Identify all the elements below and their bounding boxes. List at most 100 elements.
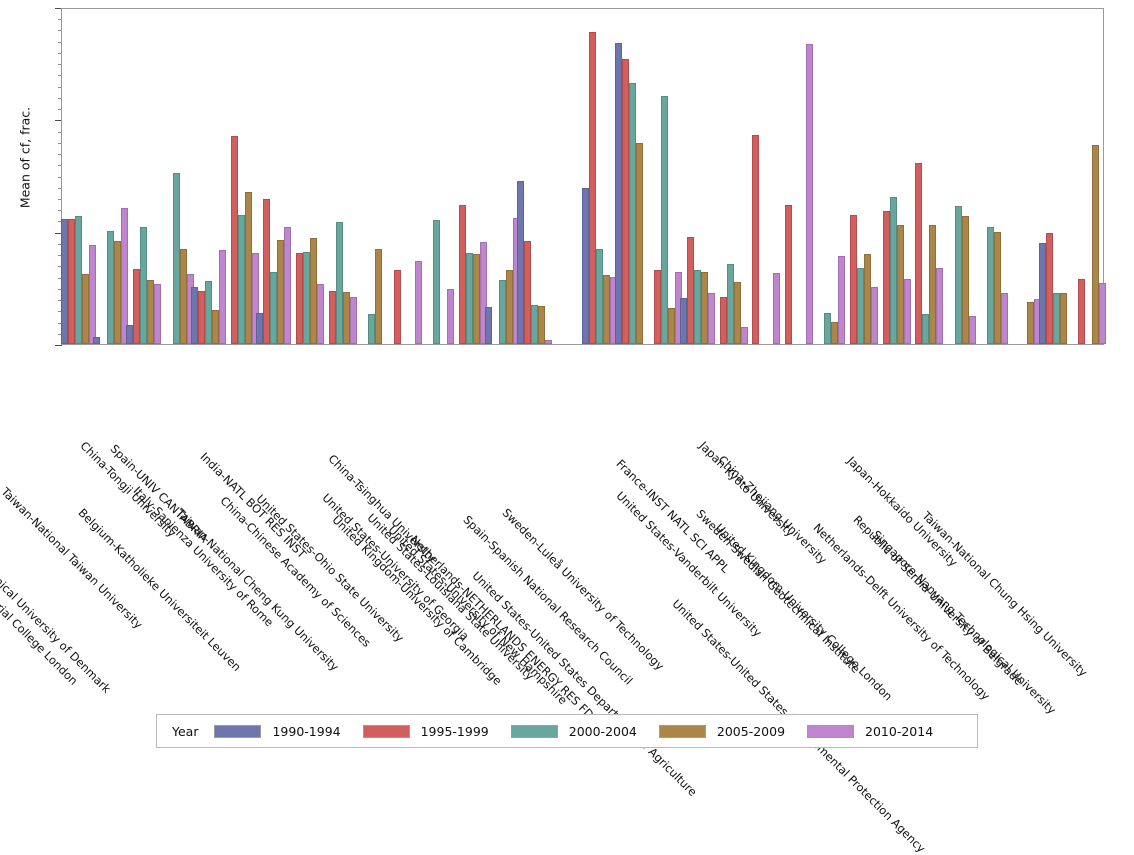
legend-label: 2005-2009 bbox=[716, 723, 786, 739]
bar-group bbox=[60, 7, 96, 344]
bar-group bbox=[191, 7, 227, 344]
bar bbox=[230, 136, 238, 344]
bar bbox=[864, 254, 872, 344]
x-tick-label: United States-United States Department o… bbox=[469, 568, 700, 799]
bar bbox=[838, 256, 846, 344]
bar bbox=[922, 313, 930, 344]
bar bbox=[850, 214, 858, 344]
y-tick-minor bbox=[58, 19, 62, 21]
bar-group bbox=[647, 7, 683, 344]
bar-group bbox=[810, 7, 846, 344]
bar bbox=[414, 260, 422, 344]
bar bbox=[654, 269, 662, 344]
bar-group bbox=[1038, 7, 1074, 344]
bar bbox=[987, 227, 995, 344]
bar bbox=[498, 279, 506, 344]
bar-group bbox=[582, 7, 618, 344]
bar bbox=[191, 286, 199, 344]
bar bbox=[284, 227, 292, 344]
y-tick-minor bbox=[58, 64, 62, 66]
y-tick-minor bbox=[58, 288, 62, 290]
y-tick-minor bbox=[58, 277, 62, 279]
bar-group bbox=[256, 7, 292, 344]
bar bbox=[538, 305, 546, 344]
bar-group bbox=[224, 7, 259, 344]
bar bbox=[328, 291, 336, 344]
legend-swatch bbox=[510, 724, 558, 738]
bar bbox=[936, 267, 944, 344]
bar bbox=[1059, 293, 1067, 344]
bar bbox=[1052, 293, 1060, 344]
bar bbox=[368, 313, 376, 344]
bar-group bbox=[713, 7, 748, 344]
legend-swatch bbox=[658, 724, 706, 738]
bar bbox=[668, 308, 676, 344]
y-tick-minor bbox=[58, 97, 62, 99]
bar-group bbox=[354, 7, 389, 344]
bar bbox=[1001, 293, 1009, 344]
bar bbox=[60, 219, 68, 344]
bar bbox=[256, 312, 264, 344]
legend-item[interactable]: 2005-2009 bbox=[658, 723, 786, 739]
legend-item[interactable]: 2010-2014 bbox=[807, 724, 933, 739]
bar bbox=[309, 238, 317, 344]
bar bbox=[132, 268, 140, 344]
bar bbox=[277, 239, 285, 344]
bar bbox=[687, 237, 695, 344]
y-tick-mark bbox=[55, 345, 62, 346]
bar bbox=[726, 264, 734, 344]
bar bbox=[719, 296, 727, 344]
bar bbox=[752, 135, 760, 344]
bar bbox=[784, 204, 792, 344]
y-axis: Mean of cf, frac. 0.001.002.003.00 bbox=[0, 0, 62, 352]
bar bbox=[505, 269, 513, 344]
bar bbox=[484, 306, 492, 344]
bar bbox=[994, 231, 1002, 344]
bar bbox=[125, 324, 133, 344]
bar-group bbox=[614, 7, 650, 344]
legend-label: 2000-2004 bbox=[568, 723, 637, 739]
legend-item[interactable]: 1990-1994 bbox=[214, 724, 341, 739]
bar bbox=[589, 31, 597, 344]
legend-swatch bbox=[214, 724, 262, 738]
legend-item[interactable]: 1995-1999 bbox=[362, 724, 489, 739]
y-tick-minor bbox=[58, 154, 62, 156]
bar bbox=[153, 284, 161, 344]
bar bbox=[517, 181, 525, 344]
bar bbox=[179, 248, 187, 344]
y-tick-minor bbox=[58, 52, 62, 54]
bar-group bbox=[322, 7, 357, 344]
bar bbox=[596, 248, 604, 344]
y-tick-minor bbox=[58, 322, 62, 324]
bar bbox=[146, 279, 154, 344]
y-tick-minor bbox=[58, 131, 62, 133]
y-tick-minor bbox=[58, 300, 62, 302]
bar bbox=[342, 292, 350, 344]
bar bbox=[1092, 145, 1100, 344]
bar bbox=[603, 275, 611, 344]
legend-item[interactable]: 2000-2004 bbox=[510, 723, 637, 739]
bar-group bbox=[1071, 7, 1107, 344]
bar bbox=[458, 204, 466, 344]
y-tick-minor bbox=[58, 30, 62, 32]
bar bbox=[237, 214, 245, 344]
bar bbox=[961, 215, 969, 344]
bar-group bbox=[745, 7, 781, 344]
bar-group bbox=[517, 7, 553, 344]
bar bbox=[857, 267, 865, 344]
y-tick-minor bbox=[58, 255, 62, 257]
bar-group bbox=[778, 7, 813, 344]
bar bbox=[349, 296, 357, 344]
bar bbox=[335, 221, 343, 344]
bar bbox=[316, 284, 324, 344]
bar bbox=[198, 291, 206, 344]
bar bbox=[896, 224, 904, 344]
y-tick-mark bbox=[55, 232, 62, 234]
bar bbox=[244, 192, 252, 344]
bar bbox=[628, 83, 636, 344]
bar bbox=[680, 297, 688, 344]
bar bbox=[824, 312, 832, 344]
bar bbox=[295, 253, 303, 344]
bar bbox=[1099, 283, 1107, 344]
bar bbox=[1078, 278, 1086, 344]
